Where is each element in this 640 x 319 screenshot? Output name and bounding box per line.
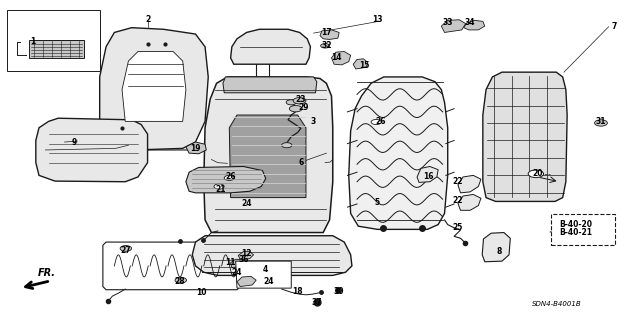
Text: 26: 26 <box>225 173 236 182</box>
Text: B-40-20: B-40-20 <box>559 220 592 229</box>
Text: 23: 23 <box>296 95 306 104</box>
Polygon shape <box>36 118 148 182</box>
Text: 28: 28 <box>174 277 185 286</box>
Polygon shape <box>483 72 567 201</box>
Text: 29: 29 <box>299 103 309 112</box>
Polygon shape <box>458 175 481 193</box>
Text: 16: 16 <box>423 173 434 182</box>
Polygon shape <box>458 195 481 210</box>
Text: FR.: FR. <box>38 268 56 278</box>
Text: 2: 2 <box>145 15 150 24</box>
Text: 19: 19 <box>190 144 201 153</box>
Text: 1: 1 <box>30 38 35 47</box>
Circle shape <box>371 120 381 124</box>
Circle shape <box>120 246 132 251</box>
Text: 13: 13 <box>372 15 383 24</box>
Polygon shape <box>236 261 291 288</box>
Polygon shape <box>237 276 256 286</box>
Text: 37: 37 <box>312 298 322 307</box>
Polygon shape <box>332 51 351 65</box>
Polygon shape <box>417 167 438 182</box>
Text: 27: 27 <box>120 246 131 255</box>
Polygon shape <box>229 115 306 197</box>
Polygon shape <box>7 10 100 70</box>
Polygon shape <box>442 20 466 33</box>
Text: 7: 7 <box>611 22 616 31</box>
Circle shape <box>321 44 330 48</box>
Bar <box>551 214 615 245</box>
Circle shape <box>214 184 224 189</box>
Text: 15: 15 <box>360 61 370 70</box>
Polygon shape <box>482 233 510 262</box>
Polygon shape <box>238 252 253 260</box>
Text: 34: 34 <box>465 19 476 27</box>
Circle shape <box>289 106 302 112</box>
Text: 30: 30 <box>334 287 344 296</box>
Text: 17: 17 <box>321 28 332 37</box>
Text: 11: 11 <box>225 258 236 267</box>
Polygon shape <box>230 29 310 64</box>
Polygon shape <box>103 242 240 290</box>
Text: 6: 6 <box>298 158 303 167</box>
Polygon shape <box>223 77 317 93</box>
Polygon shape <box>464 20 484 30</box>
Circle shape <box>282 143 292 148</box>
Polygon shape <box>230 259 244 268</box>
Text: 12: 12 <box>241 249 252 258</box>
Text: 14: 14 <box>331 53 341 62</box>
Polygon shape <box>100 28 208 150</box>
Polygon shape <box>320 30 339 40</box>
Circle shape <box>293 98 306 104</box>
Text: 4: 4 <box>263 264 268 274</box>
Circle shape <box>224 175 234 181</box>
Polygon shape <box>349 77 448 229</box>
Text: 26: 26 <box>376 117 386 126</box>
Polygon shape <box>186 167 266 193</box>
Polygon shape <box>29 41 84 58</box>
Circle shape <box>175 277 186 283</box>
Text: SDN4-B4001B: SDN4-B4001B <box>531 301 581 307</box>
Text: 20: 20 <box>532 169 542 178</box>
Text: 10: 10 <box>196 288 207 297</box>
Text: 21: 21 <box>216 185 227 194</box>
Text: 24: 24 <box>241 199 252 208</box>
Polygon shape <box>186 142 206 154</box>
Text: 3: 3 <box>311 117 316 126</box>
Polygon shape <box>204 77 333 233</box>
Circle shape <box>286 100 296 105</box>
Polygon shape <box>353 59 368 69</box>
Text: 9: 9 <box>72 137 77 146</box>
Text: 18: 18 <box>292 287 303 296</box>
Text: 8: 8 <box>496 247 502 256</box>
Circle shape <box>528 170 543 178</box>
Polygon shape <box>192 236 352 275</box>
Polygon shape <box>122 51 186 122</box>
Text: 36: 36 <box>238 255 248 264</box>
Text: B-40-21: B-40-21 <box>559 228 592 237</box>
Text: 22: 22 <box>452 177 463 186</box>
Circle shape <box>595 120 607 126</box>
Text: 33: 33 <box>442 19 453 27</box>
Text: 5: 5 <box>375 198 380 207</box>
Text: 24: 24 <box>264 277 274 286</box>
Text: 31: 31 <box>596 117 606 126</box>
Text: 24: 24 <box>232 268 242 277</box>
Text: 22: 22 <box>452 196 463 205</box>
Text: 25: 25 <box>452 223 463 232</box>
Text: 32: 32 <box>321 41 332 50</box>
